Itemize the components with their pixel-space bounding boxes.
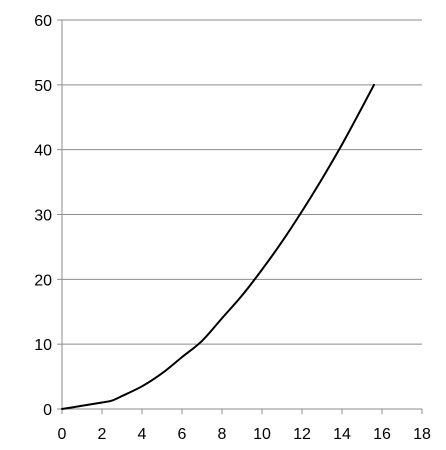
y-tick-label-0: 0	[43, 402, 52, 419]
y-tick-label-60: 60	[34, 13, 52, 30]
y-tick-label-50: 50	[34, 78, 52, 95]
series-line-0	[61, 83, 375, 410]
grid-layer	[62, 19, 422, 345]
x-tick-label-8: 8	[218, 426, 227, 443]
y-tick-label-20: 20	[34, 272, 52, 289]
x-tick-label-6: 6	[178, 426, 187, 443]
x-tick-label-0: 0	[58, 426, 67, 443]
x-tick-label-2: 2	[98, 426, 107, 443]
x-tick-label-16: 16	[373, 426, 391, 443]
y-tick-label-30: 30	[34, 208, 52, 225]
series-layer	[61, 83, 375, 410]
x-tick-label-10: 10	[253, 426, 271, 443]
x-tick-label-12: 12	[293, 426, 311, 443]
axis-layer	[57, 19, 423, 414]
x-tick-label-4: 4	[138, 426, 147, 443]
y-tick-label-10: 10	[34, 337, 52, 354]
x-tick-label-18: 18	[413, 426, 431, 443]
x-tick-label-14: 14	[333, 426, 351, 443]
tick-label-layer: 0 10 20 30 40 50 60 0 2 4 6 8 10 12 14 16 18	[34, 13, 431, 443]
y-tick-label-40: 40	[34, 143, 52, 160]
